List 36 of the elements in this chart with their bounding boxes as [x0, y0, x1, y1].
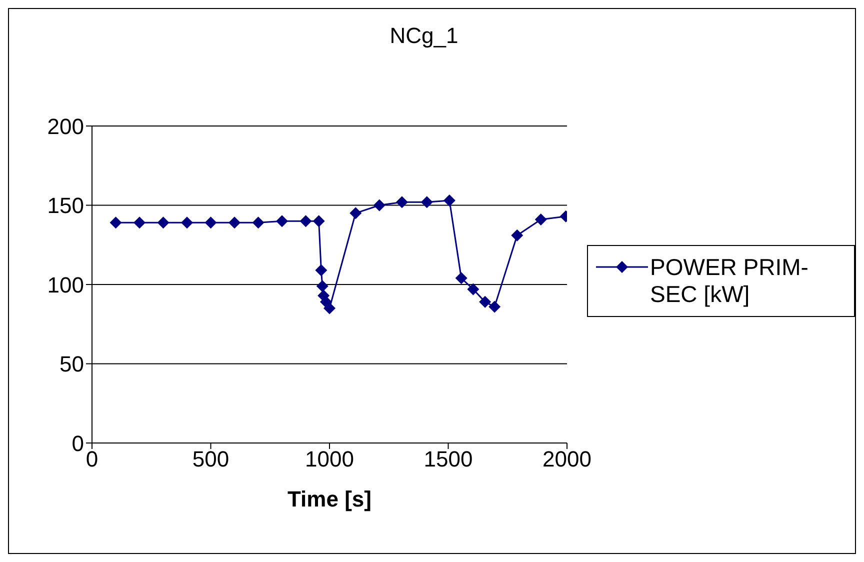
x-tick-label: 2000 [542, 446, 592, 472]
x-tick-label: 1500 [424, 446, 473, 472]
legend-label: POWER PRIM-SEC [kW] [650, 254, 810, 308]
y-tick-label: 100 [47, 272, 84, 298]
y-tick-label: 0 [72, 430, 84, 456]
point [252, 216, 264, 229]
point [420, 196, 433, 208]
point [455, 272, 468, 284]
y-tick-label: 50 [60, 352, 84, 377]
x-tick-label: 1000 [305, 446, 354, 472]
point [443, 194, 456, 206]
point [324, 302, 336, 314]
point [157, 216, 170, 229]
point [134, 216, 146, 229]
point [316, 280, 328, 292]
point [228, 216, 240, 229]
x-axis-title: Time [s] [288, 486, 372, 512]
point [204, 216, 217, 229]
x-tick-label: 500 [192, 446, 230, 472]
point [312, 215, 325, 228]
y-tick-label: 200 [47, 114, 84, 139]
point [534, 214, 547, 226]
point [467, 283, 480, 296]
point [488, 300, 501, 313]
chart-title: NCg_1 [388, 23, 460, 49]
point [315, 264, 328, 276]
point [110, 216, 122, 229]
point [396, 196, 408, 208]
point [276, 215, 288, 228]
point [350, 207, 362, 220]
point [373, 199, 386, 212]
y-tick-label: 150 [47, 193, 84, 218]
point [479, 296, 492, 308]
point [181, 216, 193, 229]
point [511, 229, 524, 242]
point [300, 215, 312, 228]
